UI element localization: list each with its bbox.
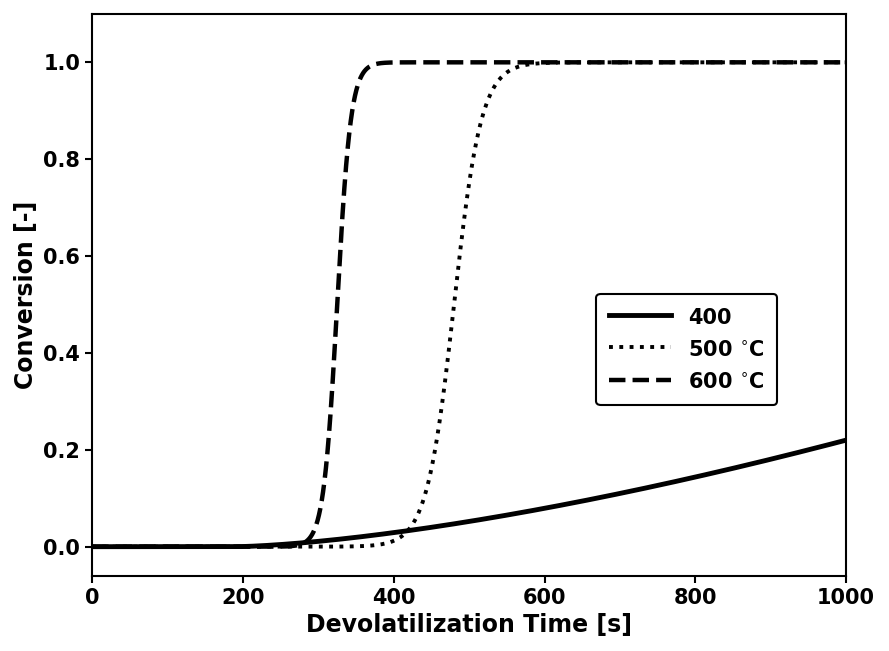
X-axis label: Devolatilization Time [s]: Devolatilization Time [s] bbox=[306, 613, 632, 637]
Legend: 400, 500 $^{\circ}$C, 600 $^{\circ}$C: 400, 500 $^{\circ}$C, 600 $^{\circ}$C bbox=[597, 294, 777, 405]
Y-axis label: Conversion [-]: Conversion [-] bbox=[14, 201, 38, 389]
